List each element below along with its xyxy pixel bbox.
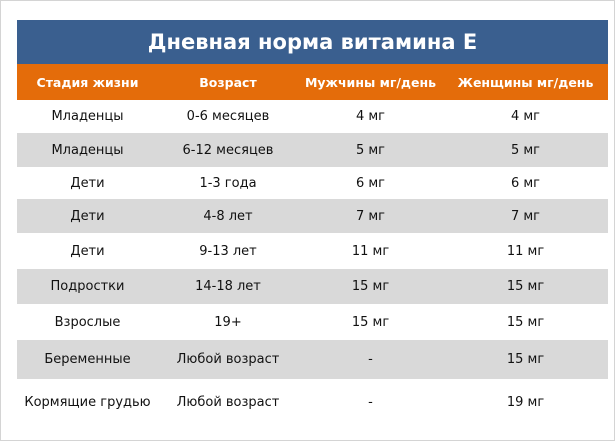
table-row: Беременные Любой возраст - 15 мг [17, 340, 608, 379]
cell-men: - [368, 352, 373, 367]
cell-women: 15 мг [506, 352, 545, 367]
cell-men: 15 мг [351, 279, 390, 294]
header-age: Возраст [199, 74, 257, 90]
cell-women: 11 мг [506, 243, 545, 259]
cell-men: 15 мг [351, 314, 390, 330]
header-men: Мужчины мг/день [304, 74, 437, 90]
table-row: Подростки 14-18 лет 15 мг 15 мг [17, 269, 608, 304]
table-row: Дети 1-3 года 6 мг 6 мг [17, 167, 608, 199]
cell-men: 5 мг [355, 142, 386, 158]
vitamin-e-table: Дневная норма витамина E Стадия жизни Во… [17, 20, 608, 425]
header-women: Женщины мг/день [457, 74, 594, 90]
cell-women: 19 мг [506, 394, 545, 410]
cell-life-stage: Дети [70, 175, 105, 191]
cell-men: - [368, 394, 373, 410]
cell-women: 6 мг [510, 175, 541, 191]
cell-women: 7 мг [510, 208, 541, 224]
cell-life-stage: Младенцы [51, 142, 124, 158]
cell-age: 6-12 месяцев [182, 142, 274, 158]
cell-age: 1-3 года [199, 175, 257, 191]
header-life-stage: Стадия жизни [36, 74, 139, 90]
cell-age: Любой возраст [176, 394, 280, 410]
cell-life-stage: Взрослые [54, 314, 121, 330]
table-row: Дети 9-13 лет 11 мг 11 мг [17, 233, 608, 269]
table-row: Дети 4-8 лет 7 мг 7 мг [17, 199, 608, 233]
cell-life-stage: Младенцы [51, 109, 124, 124]
table-row: Младенцы 6-12 месяцев 5 мг 5 мг [17, 133, 608, 167]
cell-life-stage: Дети [70, 208, 105, 224]
cell-age: Любой возраст [176, 352, 280, 367]
cell-age: 0-6 месяцев [186, 109, 270, 124]
table-title: Дневная норма витамина E [17, 20, 608, 64]
header-row: Стадия жизни Возраст Мужчины мг/день Жен… [17, 64, 608, 100]
cell-age: 14-18 лет [195, 279, 261, 294]
cell-women: 15 мг [506, 314, 545, 330]
cell-life-stage: Подростки [50, 279, 125, 294]
table-row: Взрослые 19+ 15 мг 15 мг [17, 304, 608, 340]
cell-women: 5 мг [510, 142, 541, 158]
cell-men: 6 мг [355, 175, 386, 191]
cell-women: 15 мг [506, 279, 545, 294]
cell-women: 4 мг [510, 109, 541, 124]
cell-men: 7 мг [355, 208, 386, 224]
cell-age: 4-8 лет [203, 208, 253, 224]
table-body: Младенцы 0-6 месяцев 4 мг 4 мг Младенцы 6-12 … [17, 100, 608, 425]
cell-men: 11 мг [351, 243, 390, 259]
cell-life-stage: Кормящие грудью [24, 394, 151, 410]
cell-life-stage: Дети [70, 243, 105, 259]
cell-age: 19+ [214, 314, 242, 330]
cell-age: 9-13 лет [199, 243, 257, 259]
cell-men: 4 мг [355, 109, 386, 124]
cell-life-stage: Беременные [44, 352, 131, 367]
table-row: Младенцы 0-6 месяцев 4 мг 4 мг [17, 100, 608, 133]
table-row: Кормящие грудью Любой возраст - 19 мг [17, 379, 608, 425]
